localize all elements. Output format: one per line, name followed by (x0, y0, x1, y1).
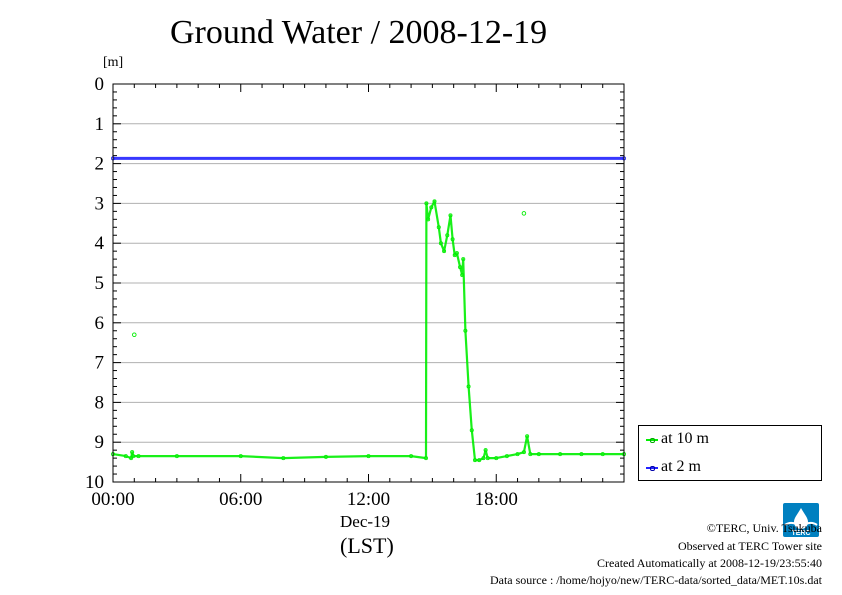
legend-label-2m: at 2 m (661, 458, 701, 475)
data-point-0 (458, 265, 463, 270)
data-point-0 (469, 428, 474, 433)
footer-source: Data source : /home/hojyo/new/TERC-data/… (489, 573, 822, 587)
legend-label-10m: at 10 m (661, 430, 709, 447)
grid-lines (113, 123, 624, 443)
logo-text: TERC (791, 530, 810, 537)
data-point-0 (528, 452, 533, 457)
data-point-0 (466, 384, 471, 389)
y-tick-label: 9 (95, 432, 105, 453)
series-layer (111, 156, 627, 463)
data-point-0 (450, 237, 455, 242)
outlier-point-0 (132, 332, 137, 337)
data-point-0 (525, 434, 530, 439)
y-tick-label: 7 (95, 353, 105, 374)
data-point-0 (281, 456, 286, 461)
data-point-0 (238, 454, 243, 459)
data-point-0 (483, 448, 488, 453)
data-point-0 (424, 201, 429, 206)
data-point-0 (442, 249, 447, 254)
data-point-0 (504, 454, 509, 459)
data-point-0 (461, 257, 466, 262)
data-point-0 (426, 217, 431, 222)
data-point-0 (452, 253, 457, 258)
footer-copyright: ©TERC, Univ. Tsukuba (706, 521, 822, 535)
chart-title: Ground Water / 2008-12-19 (170, 14, 548, 51)
data-point-0 (454, 251, 459, 256)
data-point-0 (136, 454, 141, 459)
data-point-0 (409, 454, 414, 459)
x-axis-date-label: Dec-19 (340, 512, 391, 531)
data-point-0 (436, 225, 441, 230)
legend-swatch-2m (646, 467, 658, 469)
y-tick-label: 0 (95, 74, 105, 95)
data-point-0 (460, 273, 465, 278)
footer-observed: Observed at TERC Tower site (677, 539, 822, 553)
x-tick-label: 00:00 (91, 489, 134, 510)
data-point-0 (366, 454, 371, 459)
data-point-0 (521, 450, 526, 455)
data-point-0 (600, 452, 605, 457)
series-line-0 (112, 200, 624, 462)
data-point-0 (448, 213, 453, 218)
data-point-0 (129, 456, 134, 461)
y-tick-label: 2 (95, 154, 105, 175)
y-tick-label: 8 (95, 392, 105, 413)
data-point-0 (174, 454, 179, 459)
x-axis-title: (LST) (340, 533, 394, 558)
data-point-0 (423, 456, 428, 461)
data-point-0 (477, 458, 482, 463)
x-tick-label: 18:00 (475, 489, 518, 510)
y-tick-label: 5 (95, 273, 105, 294)
series-1 (111, 156, 627, 161)
data-point-0 (463, 328, 468, 333)
legend-swatch-10m (646, 439, 658, 441)
data-point-0 (429, 205, 434, 210)
data-point-0 (579, 452, 584, 457)
data-point-0 (432, 199, 437, 204)
legend-item-2m: at 2 m (639, 458, 821, 478)
x-tick-label: 06:00 (219, 489, 262, 510)
data-point-0 (485, 456, 490, 461)
y-tick-label: 3 (95, 193, 105, 214)
y-axis-unit: [m] (103, 55, 124, 70)
data-point-0 (494, 456, 499, 461)
data-point-0 (438, 241, 443, 246)
terc-logo: TERC (783, 503, 819, 537)
y-tick-label: 1 (95, 114, 105, 135)
data-point-0 (445, 233, 450, 238)
data-point-0 (130, 450, 135, 455)
data-point-0 (123, 454, 128, 459)
data-point-0 (558, 452, 563, 457)
data-point-0 (323, 454, 328, 459)
data-point-0 (536, 452, 541, 457)
series-0 (111, 199, 627, 463)
data-point-0 (481, 456, 486, 461)
legend-marker-10m (650, 438, 655, 443)
y-tick-label: 6 (95, 313, 105, 334)
y-tick-label: 4 (95, 233, 105, 254)
outlier-point-0 (521, 211, 527, 216)
y-tick-label: 10 (85, 472, 104, 493)
x-tick-label: 12:00 (347, 489, 390, 510)
footer-created: Created Automatically at 2008-12-19/23:5… (597, 556, 822, 570)
data-point-0 (131, 454, 136, 459)
data-point-0 (472, 458, 477, 463)
legend-item-10m: at 10 m (639, 430, 821, 450)
data-point-0 (515, 452, 520, 457)
legend: at 10 m at 2 m (638, 425, 822, 481)
legend-marker-2m (650, 466, 655, 471)
